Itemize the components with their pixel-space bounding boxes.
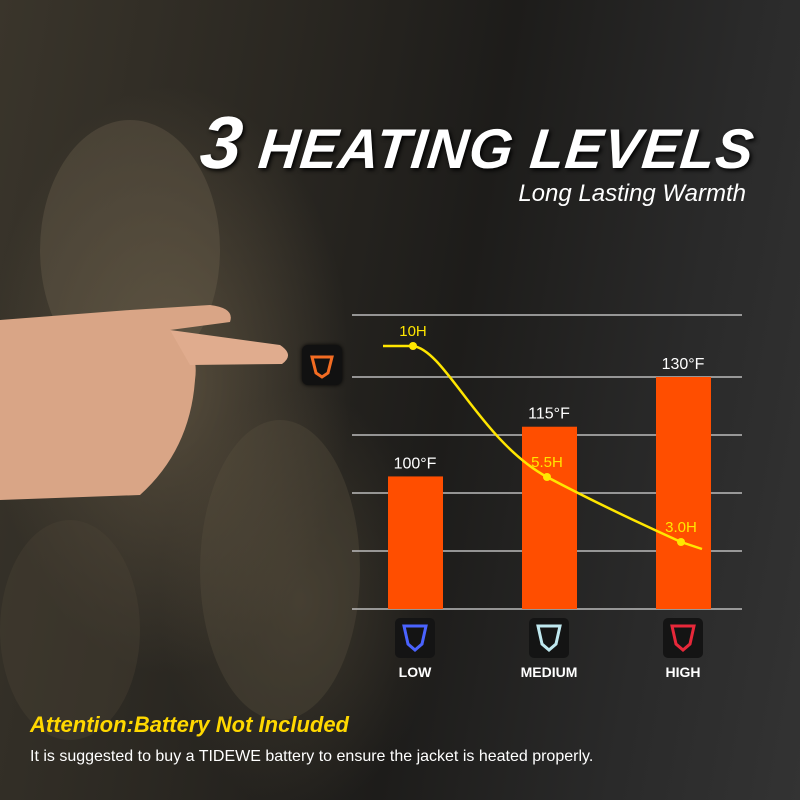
tidewe-logo-icon: [310, 355, 334, 379]
attention-notice: Attention:Battery Not Included: [30, 712, 349, 737]
tidewe-logo-icon: [402, 624, 428, 652]
bar-label: 115°F: [528, 406, 570, 423]
level-label: MEDIUM: [521, 664, 578, 680]
jacket-heat-button[interactable]: [302, 345, 342, 385]
runtime-label: 5.5H: [531, 454, 563, 471]
runtime-point: [677, 538, 685, 546]
bar-label: 100°F: [394, 455, 437, 472]
level-button-high: [663, 618, 703, 658]
level-label: HIGH: [666, 664, 701, 680]
bar-medium: [522, 426, 577, 609]
runtime-point: [409, 342, 417, 350]
battery-note: It is suggested to buy a TIDEWE battery …: [30, 748, 594, 765]
level-button-medium: [529, 618, 569, 658]
tidewe-logo-icon: [536, 624, 562, 652]
subheadline: Long Lasting Warmth: [518, 180, 746, 207]
bar-label: 130°F: [662, 356, 705, 373]
camo-pattern: [0, 520, 140, 740]
level-label: LOW: [399, 664, 432, 680]
bar-low: [388, 476, 443, 609]
runtime-point: [543, 473, 551, 481]
camo-pattern: [200, 420, 360, 720]
tidewe-logo-icon: [670, 624, 696, 652]
hand-illustration: [0, 305, 289, 500]
runtime-label: 3.0H: [665, 519, 697, 536]
runtime-label: 10H: [399, 323, 427, 340]
level-button-low: [395, 618, 435, 658]
bar-high: [656, 377, 711, 609]
